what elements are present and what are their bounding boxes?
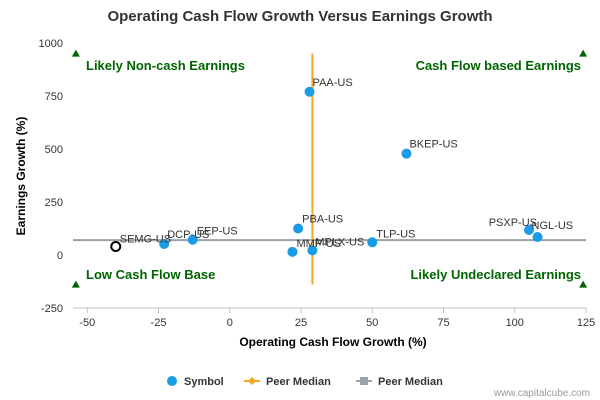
- data-point-label: PSXP-US: [489, 217, 537, 229]
- highlight-point[interactable]: [110, 241, 122, 253]
- legend-peer-median-y-label: Peer Median: [378, 376, 443, 388]
- data-point-label: EEP-US: [197, 226, 238, 238]
- data-point-label: MPLX-US: [315, 236, 364, 248]
- data-point[interactable]: [524, 224, 534, 235]
- data-point-label: BKEP-US: [409, 139, 457, 151]
- y-tick-label: 0: [57, 250, 63, 262]
- data-point[interactable]: [307, 245, 318, 256]
- y-tick-label: 500: [45, 144, 63, 156]
- x-tick-label: -25: [151, 317, 167, 329]
- legend-item-symbol[interactable]: Symbol: [167, 376, 224, 388]
- quadrant-marker-bottom-left-triangle-icon: [71, 280, 80, 288]
- data-point[interactable]: [532, 231, 543, 242]
- y-tick-label: 750: [45, 91, 63, 103]
- data-points: [110, 86, 543, 257]
- quadrant-markers: [71, 49, 588, 288]
- legend-orange-diamond-icon: [248, 377, 256, 385]
- data-point[interactable]: [187, 234, 198, 245]
- data-point[interactable]: [159, 238, 170, 249]
- legend-item-peer-median-x[interactable]: Peer Median: [244, 376, 331, 388]
- y-tick-label: -250: [41, 303, 63, 315]
- x-tick-label: 75: [437, 317, 449, 329]
- data-point-label: PBA-US: [302, 214, 343, 226]
- x-tick-label: 50: [366, 317, 378, 329]
- y-tick-label: 1000: [39, 38, 63, 50]
- y-axis-title: Earnings Growth (%): [14, 117, 28, 236]
- data-point[interactable]: [293, 223, 304, 234]
- legend: Symbol Peer Median Peer Median: [167, 376, 443, 388]
- x-tick-label: 0: [227, 317, 233, 329]
- y-tick-label: 250: [45, 197, 63, 209]
- data-point[interactable]: [367, 237, 378, 248]
- credit-text[interactable]: www.capitalcube.com: [493, 388, 590, 399]
- data-point-label: DCP-US: [167, 229, 209, 241]
- legend-symbol-dot-icon: [167, 376, 177, 386]
- data-point[interactable]: [401, 148, 412, 159]
- x-tick-label: 125: [577, 317, 595, 329]
- data-point-label: MMP-US: [296, 238, 341, 250]
- highlight-point-label: SEMG-US: [120, 234, 171, 246]
- x-tick-label: 25: [295, 317, 307, 329]
- y-tick-group: -250 0 250 500 750 1000: [39, 38, 63, 315]
- x-axis-title: Operating Cash Flow Growth (%): [239, 335, 426, 349]
- legend-item-peer-median-y[interactable]: Peer Median: [356, 376, 443, 388]
- data-point-label: TLP-US: [376, 228, 415, 240]
- x-tick-group: -50 -25 0 25 50 75 100 125: [79, 308, 595, 329]
- legend-symbol-label: Symbol: [184, 376, 224, 388]
- x-tick-label: -50: [79, 317, 95, 329]
- quadrant-label-bottom-right: Likely Undeclared Earnings: [410, 267, 581, 282]
- data-point[interactable]: [287, 246, 298, 257]
- quadrant-label-top-left: Likely Non-cash Earnings: [86, 58, 245, 73]
- legend-gray-square-icon: [360, 377, 368, 385]
- plot-background: [73, 43, 586, 308]
- data-point-label: PAA-US: [313, 77, 353, 89]
- legend-peer-median-x-label: Peer Median: [266, 376, 331, 388]
- data-point-label: NGL-US: [532, 220, 574, 232]
- quadrant-marker-top-left-triangle-icon: [71, 49, 80, 57]
- quadrant-label-top-right: Cash Flow based Earnings: [416, 58, 581, 73]
- quadrant-label-bottom-left: Low Cash Flow Base: [86, 267, 215, 282]
- quadrant-marker-top-right-triangle-icon: [579, 49, 588, 57]
- x-tick-label: 100: [506, 317, 524, 329]
- quadrant-marker-bottom-right-triangle-icon: [579, 280, 588, 288]
- data-point[interactable]: [304, 86, 315, 97]
- chart-title: Operating Cash Flow Growth Versus Earnin…: [107, 8, 492, 25]
